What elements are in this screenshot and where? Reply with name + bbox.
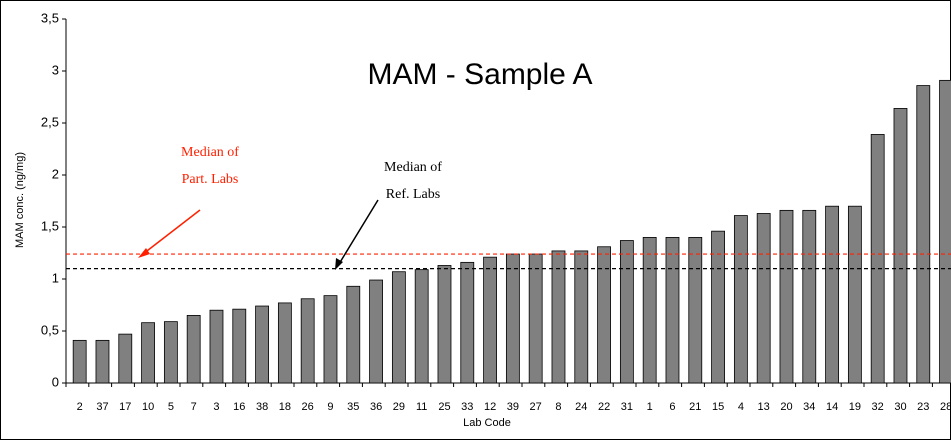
- bar: [163, 321, 178, 384]
- x-tick-label: 7: [191, 401, 197, 413]
- x-tick-label: 8: [555, 401, 561, 413]
- bar: [300, 298, 315, 384]
- annotation: Part. Labs: [182, 172, 239, 187]
- arrow-head: [335, 258, 343, 270]
- x-tick-label: 31: [621, 401, 633, 413]
- bar: [893, 108, 908, 384]
- bar: [619, 240, 634, 384]
- x-tick-label: 23: [917, 401, 929, 413]
- arrow-head: [138, 248, 150, 258]
- bar: [277, 302, 292, 384]
- annotation: Median of: [384, 160, 442, 175]
- y-tick-label: 1: [52, 270, 59, 285]
- bar: [95, 339, 110, 384]
- x-tick-label: 15: [712, 401, 724, 413]
- bar: [460, 261, 475, 384]
- annotation: Median of: [181, 145, 239, 160]
- x-tick-label: 39: [507, 401, 519, 413]
- bar: [870, 134, 885, 384]
- x-tick-label: 13: [758, 401, 770, 413]
- x-tick-label: 33: [461, 401, 473, 413]
- x-tick-label: 19: [849, 401, 861, 413]
- bar: [186, 314, 201, 384]
- bar: [733, 215, 748, 384]
- bar: [346, 285, 361, 384]
- x-tick-label: 36: [370, 401, 382, 413]
- x-tick-label: 25: [438, 401, 450, 413]
- x-tick-label: 22: [598, 401, 610, 413]
- x-tick-label: 16: [233, 401, 245, 413]
- bar: [369, 279, 383, 384]
- x-tick-label: 9: [327, 401, 333, 413]
- x-tick-label: 10: [142, 401, 154, 413]
- bar: [642, 236, 657, 384]
- x-tick-label: 28: [940, 401, 951, 413]
- y-tick-label: 2,5: [41, 114, 59, 129]
- x-tick-label: 20: [780, 401, 792, 413]
- x-tick-label: 11: [416, 401, 427, 413]
- bar: [232, 308, 247, 384]
- bar: [665, 236, 680, 384]
- bar: [528, 253, 543, 384]
- x-tick-label: 26: [302, 401, 314, 413]
- bar: [391, 271, 406, 384]
- x-tick-label: 5: [168, 401, 174, 413]
- y-tick-label: 0,5: [41, 322, 59, 337]
- x-tick-label: 35: [347, 401, 359, 413]
- bar: [939, 79, 951, 384]
- y-tick-label: 3: [52, 62, 59, 77]
- bar: [141, 322, 155, 384]
- y-tick-label: 2: [52, 166, 59, 181]
- x-tick-label: 29: [393, 401, 405, 413]
- bar: [551, 250, 566, 384]
- y-axis-label: MAM conc. (ng/mg): [14, 152, 26, 248]
- bar: [209, 309, 224, 384]
- bar: [323, 295, 338, 384]
- bar: [255, 305, 269, 384]
- x-axis-label: Lab Code: [463, 417, 511, 429]
- bar: [825, 205, 839, 384]
- x-tick-label: 1: [647, 401, 653, 413]
- x-tick-label: 14: [826, 401, 838, 413]
- x-tick-label: 4: [738, 401, 744, 413]
- x-tick-label: 32: [872, 401, 884, 413]
- x-tick-label: 30: [894, 401, 906, 413]
- bar: [118, 333, 133, 384]
- x-tick-label: 2: [77, 401, 83, 413]
- bar: [505, 253, 520, 384]
- x-tick-label: 12: [484, 401, 496, 413]
- bar: [756, 213, 771, 384]
- y-tick-label: 1,5: [41, 218, 59, 233]
- bar: [802, 209, 817, 384]
- x-tick-label: 17: [119, 401, 131, 413]
- x-tick-label: 37: [96, 401, 108, 413]
- bar: [597, 246, 611, 384]
- x-tick-label: 27: [530, 401, 542, 413]
- bar: [847, 205, 862, 384]
- bar: [574, 250, 589, 384]
- bar: [72, 339, 87, 384]
- bar: [437, 265, 452, 384]
- x-tick-label: 21: [689, 401, 701, 413]
- bar: [483, 256, 497, 384]
- annotation: Ref. Labs: [386, 187, 440, 202]
- bar: [414, 269, 429, 384]
- x-tick-label: 3: [213, 401, 219, 413]
- x-tick-label: 24: [575, 401, 587, 413]
- x-tick-label: 6: [669, 401, 675, 413]
- chart-title: MAM - Sample A: [367, 58, 592, 91]
- annotation-arrow: [338, 199, 379, 265]
- x-tick-label: 18: [279, 401, 291, 413]
- bar: [688, 236, 703, 384]
- y-tick-label: 3,5: [41, 10, 59, 25]
- bar: [916, 85, 931, 384]
- x-tick-label: 34: [803, 401, 815, 413]
- y-tick-label: 0: [52, 374, 59, 389]
- annotation-arrow: [142, 209, 201, 255]
- bar: [711, 230, 725, 384]
- bar: [779, 209, 794, 384]
- x-tick-label: 38: [256, 401, 268, 413]
